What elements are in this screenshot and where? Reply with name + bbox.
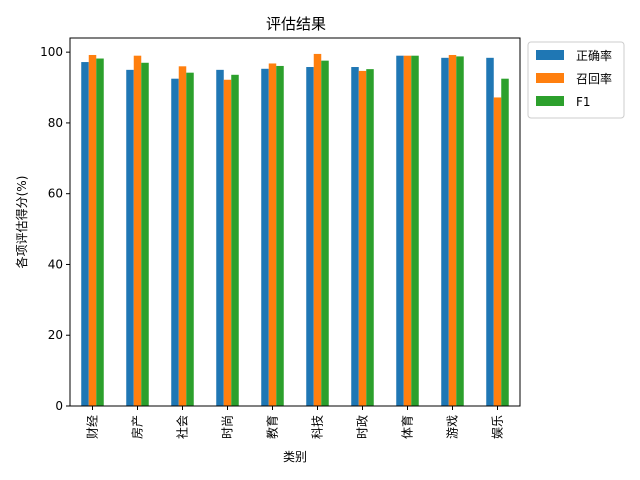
legend-label-1: 正确率 — [576, 48, 612, 63]
bar-1-8 — [396, 55, 404, 406]
x-axis-label: 类别 — [283, 450, 307, 464]
y-tick-label: 0 — [55, 399, 63, 413]
y-tick-label: 60 — [48, 187, 63, 201]
bar-3-2 — [141, 62, 149, 407]
bar-2-8 — [403, 55, 412, 406]
bar-2-1 — [88, 54, 97, 406]
legend-swatch-3 — [536, 96, 564, 106]
bar-1-4 — [216, 69, 224, 406]
plot-frame — [69, 37, 521, 407]
legend-label-3: F1 — [576, 95, 591, 109]
bar-1-9 — [441, 57, 449, 407]
x-tick-label: 社会 — [175, 415, 190, 439]
bar-3-6 — [321, 60, 329, 407]
chart-title: 评估结果 — [266, 15, 326, 33]
bar-1-10 — [486, 57, 494, 407]
bar-2-9 — [448, 54, 457, 406]
bar-1-5 — [261, 68, 269, 407]
bar-2-10 — [493, 97, 502, 406]
y-tick-label: 20 — [48, 328, 63, 342]
x-axis: 财经 房产 社会 时尚 教育 科技 时政 体育 游戏 娱乐 — [86, 406, 505, 439]
bar-2-2 — [133, 55, 142, 406]
x-tick-label: 教育 — [265, 415, 280, 439]
bar-1-7 — [351, 67, 359, 406]
bar-3-5 — [276, 65, 284, 406]
bar-2-5 — [268, 63, 277, 406]
bar-3-8 — [411, 55, 419, 406]
legend-swatch-2 — [536, 73, 564, 83]
x-tick-label: 财经 — [86, 415, 100, 439]
x-tick-label: 时尚 — [221, 415, 235, 439]
x-tick-label: 科技 — [311, 415, 325, 439]
y-tick-label: 40 — [48, 257, 63, 271]
bar-1-1 — [81, 62, 89, 407]
bar-2-7 — [358, 70, 367, 407]
plot-area — [81, 53, 509, 407]
x-tick-label: 体育 — [400, 415, 415, 439]
legend-label-2: 召回率 — [576, 71, 612, 86]
bar-3-1 — [96, 58, 104, 407]
bar-3-10 — [501, 78, 509, 406]
x-tick-label: 房产 — [130, 415, 145, 439]
bar-2-6 — [313, 53, 322, 407]
bar-2-3 — [178, 66, 187, 407]
y-tick-label: 80 — [48, 116, 63, 130]
bar-3-9 — [456, 56, 464, 407]
bar-3-4 — [231, 74, 239, 407]
x-tick-label: 娱乐 — [491, 415, 505, 439]
y-axis: 0 20 40 60 80 100 — [40, 45, 70, 413]
legend-swatch-1 — [536, 50, 564, 60]
bar-3-3 — [186, 72, 194, 406]
bar-1-2 — [126, 69, 134, 406]
bar-3-7 — [366, 69, 374, 406]
bar-2-4 — [223, 79, 232, 406]
bar-1-6 — [306, 67, 314, 406]
y-axis-label: 各项评估得分(%) — [14, 176, 29, 269]
x-tick-label: 时政 — [356, 415, 370, 439]
x-tick-label: 游戏 — [446, 415, 460, 439]
y-tick-label: 100 — [40, 45, 63, 59]
bar-1-3 — [171, 78, 179, 406]
